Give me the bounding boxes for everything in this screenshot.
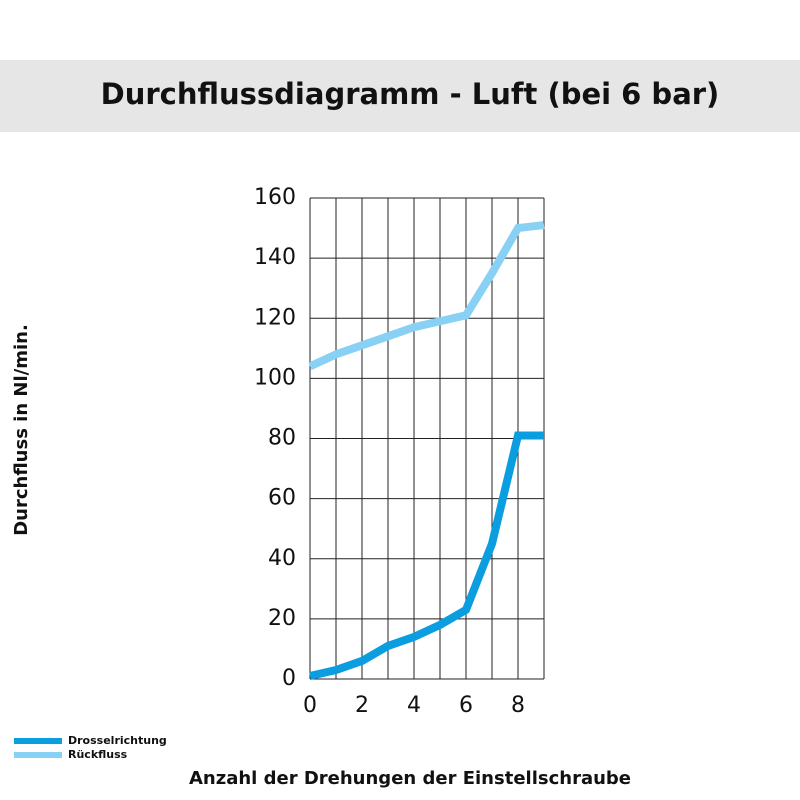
data-line (308, 221, 545, 370)
x-axis-label: Anzahl der Drehungen der Einstellschraub… (189, 768, 631, 789)
y-tick-label: 160 (254, 185, 296, 210)
y-tick-label: 40 (268, 546, 296, 571)
y-tick-label: 60 (268, 486, 296, 511)
y-tick-label: 120 (254, 305, 296, 330)
legend-label: Rückfluss (68, 748, 128, 761)
x-tick-label: 0 (303, 693, 317, 718)
y-tick-label: 0 (282, 666, 296, 691)
chart-title: Durchflussdiagramm - Luft (bei 6 bar) (101, 77, 720, 111)
x-tick-label: 6 (459, 693, 473, 718)
x-tick-label: 2 (355, 693, 369, 718)
y-tick-label: 20 (268, 606, 296, 631)
y-tick-label: 140 (254, 245, 296, 270)
y-tick-label: 100 (254, 365, 296, 390)
x-tick-label: 8 (511, 693, 525, 718)
data-line (309, 431, 544, 680)
title-band (0, 60, 800, 132)
y-axis-label: Durchfluss in Nl/min. (11, 324, 32, 536)
y-tick-label: 80 (268, 426, 296, 451)
x-tick-label: 4 (407, 693, 421, 718)
legend-label: Drosselrichtung (68, 734, 167, 747)
